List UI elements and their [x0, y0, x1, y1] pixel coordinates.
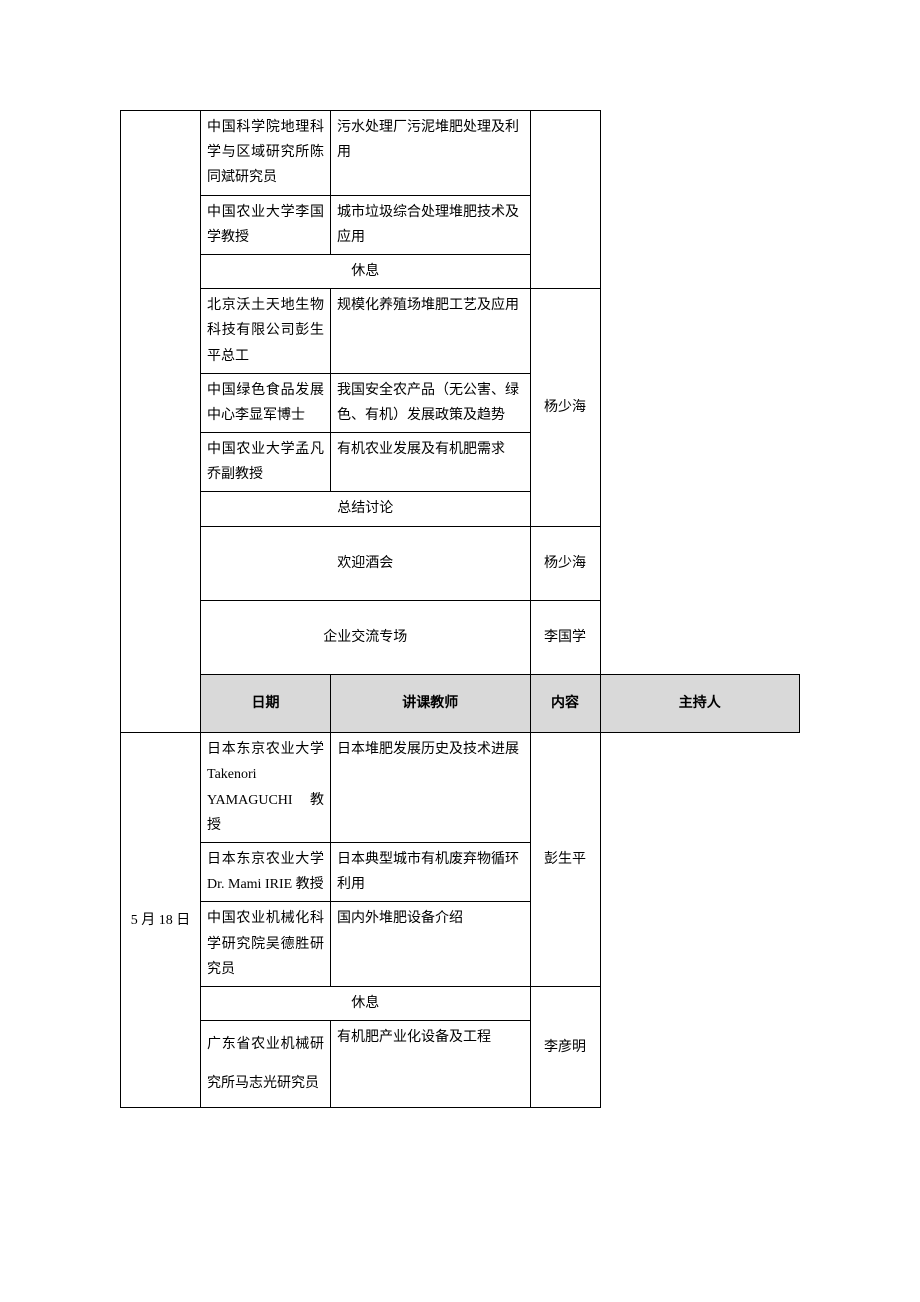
host-cell: 杨少海 [530, 526, 600, 600]
table-row: 广东省农业机械研究所马志光研究员 有机肥产业化设备及工程 [121, 1021, 800, 1108]
header-date: 日期 [201, 675, 331, 733]
date-cell [121, 111, 201, 733]
content-cell: 日本堆肥发展历史及技术进展 [331, 733, 531, 843]
table-row: 总结讨论 [121, 492, 800, 526]
content-cell: 有机肥产业化设备及工程 [331, 1021, 531, 1108]
host-cell [530, 111, 600, 289]
content-cell: 规模化养殖场堆肥工艺及应用 [331, 289, 531, 374]
teacher-cell: 中国科学院地理科学与区域研究所陈同斌研究员 [201, 111, 331, 196]
date-cell: 5 月 18 日 [121, 733, 201, 1108]
header-host: 主持人 [600, 675, 800, 733]
host-cell: 李国学 [530, 600, 600, 674]
table-row: 中国科学院地理科学与区域研究所陈同斌研究员 污水处理厂污泥堆肥处理及利用 [121, 111, 800, 196]
summary-label: 总结讨论 [201, 492, 531, 526]
teacher-cell: 中国农业大学孟凡乔副教授 [201, 433, 331, 492]
host-cell: 杨少海 [530, 289, 600, 527]
table-row: 中国农业机械化科学研究院吴德胜研究员 国内外堆肥设备介绍 [121, 902, 800, 987]
rest-label: 休息 [201, 254, 531, 288]
table-row: 北京沃土天地生物科技有限公司彭生平总工 规模化养殖场堆肥工艺及应用 杨少海 [121, 289, 800, 374]
content-cell: 污水处理厂污泥堆肥处理及利用 [331, 111, 531, 196]
teacher-cell: 北京沃土天地生物科技有限公司彭生平总工 [201, 289, 331, 374]
header-row: 日期 讲课教师 内容 主持人 [121, 675, 800, 733]
enterprise-label: 企业交流专场 [201, 600, 531, 674]
header-teacher: 讲课教师 [331, 675, 531, 733]
teacher-cell: 广东省农业机械研究所马志光研究员 [201, 1021, 331, 1108]
content-cell: 日本典型城市有机废弃物循环利用 [331, 842, 531, 901]
table-row: 企业交流专场 李国学 [121, 600, 800, 674]
table-row: 中国农业大学李国学教授 城市垃圾综合处理堆肥技术及应用 [121, 195, 800, 254]
content-cell: 有机农业发展及有机肥需求 [331, 433, 531, 492]
content-cell: 我国安全农产品（无公害、绿色、有机）发展政策及趋势 [331, 373, 531, 432]
table-row: 中国绿色食品发展中心李显军博士 我国安全农产品（无公害、绿色、有机）发展政策及趋… [121, 373, 800, 432]
teacher-cell: 中国农业机械化科学研究院吴德胜研究员 [201, 902, 331, 987]
host-cell: 彭生平 [530, 733, 600, 987]
teacher-cell: 日本东京农业大学 Takenori YAMAGUCHI 教授 [201, 733, 331, 843]
content-cell: 城市垃圾综合处理堆肥技术及应用 [331, 195, 531, 254]
schedule-table: 中国科学院地理科学与区域研究所陈同斌研究员 污水处理厂污泥堆肥处理及利用 中国农… [120, 110, 800, 1108]
table-row: 中国农业大学孟凡乔副教授 有机农业发展及有机肥需求 [121, 433, 800, 492]
table-row: 休息 李彦明 [121, 986, 800, 1020]
host-cell: 李彦明 [530, 986, 600, 1108]
content-cell: 国内外堆肥设备介绍 [331, 902, 531, 987]
table-row: 日本东京农业大学 Dr. Mami IRIE 教授 日本典型城市有机废弃物循环利… [121, 842, 800, 901]
rest-label: 休息 [201, 986, 531, 1020]
teacher-cell: 中国绿色食品发展中心李显军博士 [201, 373, 331, 432]
table-row: 休息 [121, 254, 800, 288]
header-content: 内容 [530, 675, 600, 733]
table-row: 5 月 18 日 日本东京农业大学 Takenori YAMAGUCHI 教授 … [121, 733, 800, 843]
teacher-cell: 中国农业大学李国学教授 [201, 195, 331, 254]
table-row: 欢迎酒会 杨少海 [121, 526, 800, 600]
teacher-cell: 日本东京农业大学 Dr. Mami IRIE 教授 [201, 842, 331, 901]
reception-label: 欢迎酒会 [201, 526, 531, 600]
